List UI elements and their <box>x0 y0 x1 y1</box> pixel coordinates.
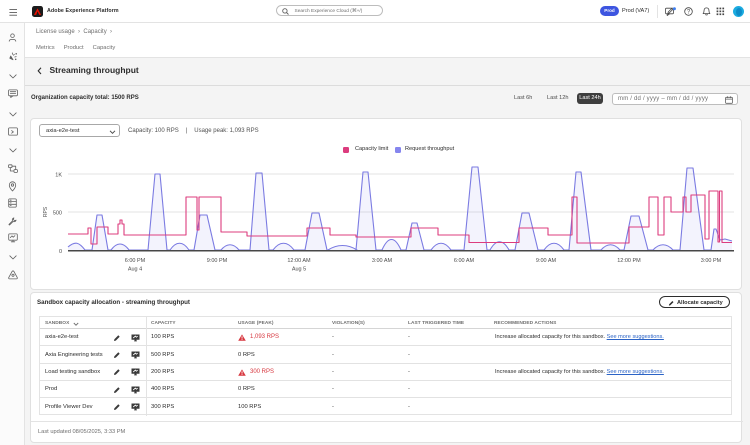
svg-text:12:00 PM: 12:00 PM <box>617 258 641 264</box>
svg-text:Aug 4: Aug 4 <box>128 267 142 273</box>
svg-text:9:00 AM: 9:00 AM <box>536 258 557 264</box>
svg-text:6:00 AM: 6:00 AM <box>454 258 475 264</box>
svg-text:RPS: RPS <box>43 206 49 217</box>
svg-text:6:00 PM: 6:00 PM <box>125 258 146 264</box>
svg-text:3:00 AM: 3:00 AM <box>372 258 393 264</box>
svg-text:0: 0 <box>59 249 62 255</box>
svg-text:1K: 1K <box>55 173 62 179</box>
svg-text:9:00 PM: 9:00 PM <box>207 258 228 264</box>
svg-text:?: ? <box>686 10 690 16</box>
svg-text:500: 500 <box>53 211 62 217</box>
svg-text:3:00 PM: 3:00 PM <box>701 258 722 264</box>
svg-text:12:00 AM: 12:00 AM <box>287 258 311 264</box>
svg-text:Aug 5: Aug 5 <box>292 267 306 273</box>
